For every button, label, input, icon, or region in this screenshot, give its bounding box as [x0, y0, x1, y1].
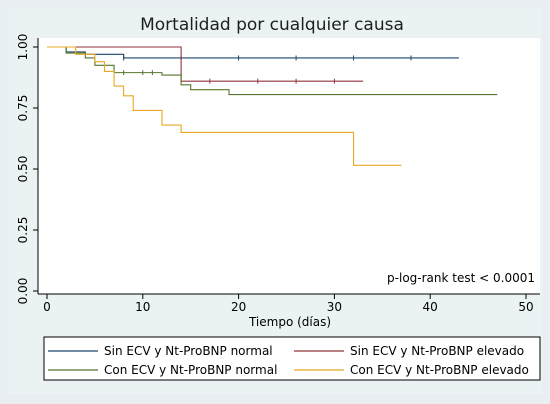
legend-box	[43, 336, 541, 381]
p-value-annotation: p-log-rank test < 0.0001	[387, 271, 535, 285]
y-tick-label: 0.00	[16, 278, 30, 305]
legend-entry: Sin ECV y Nt-ProBNP normal	[104, 344, 273, 358]
series-layer	[47, 46, 498, 166]
plot-area	[38, 38, 540, 294]
legend-entry: Con ECV y Nt-ProBNP elevado	[350, 363, 529, 377]
y-tick-label: 0.75	[16, 95, 30, 122]
series-line-3	[47, 46, 498, 96]
y-tick-label: 1.00	[16, 34, 30, 61]
chart-title: Mortalidad por cualquier causa	[140, 15, 404, 35]
x-axis-label: Tiempo (días)	[248, 315, 331, 329]
y-tick-label: 0.25	[16, 217, 30, 244]
y-tick-label: 0.50	[16, 156, 30, 183]
x-tick-label: 50	[518, 300, 533, 314]
legend-entry: Con ECV y Nt-ProBNP normal	[104, 363, 277, 377]
x-tick-label: 20	[231, 300, 246, 314]
x-tick-label: 30	[327, 300, 342, 314]
x-tick-label: 40	[423, 300, 438, 314]
series-line-2	[47, 46, 364, 82]
legend-entry: Sin ECV y Nt-ProBNP elevado	[350, 344, 524, 358]
x-tick-label: 10	[135, 300, 150, 314]
axes: 0 10 20 30 40 50 0.00 0.25 0.50 0.75 1.00	[16, 34, 540, 314]
legend: Sin ECV y Nt-ProBNP normal Sin ECV y Nt-P…	[43, 336, 541, 381]
x-tick-label: 0	[43, 300, 51, 314]
series-line-4	[47, 46, 402, 166]
